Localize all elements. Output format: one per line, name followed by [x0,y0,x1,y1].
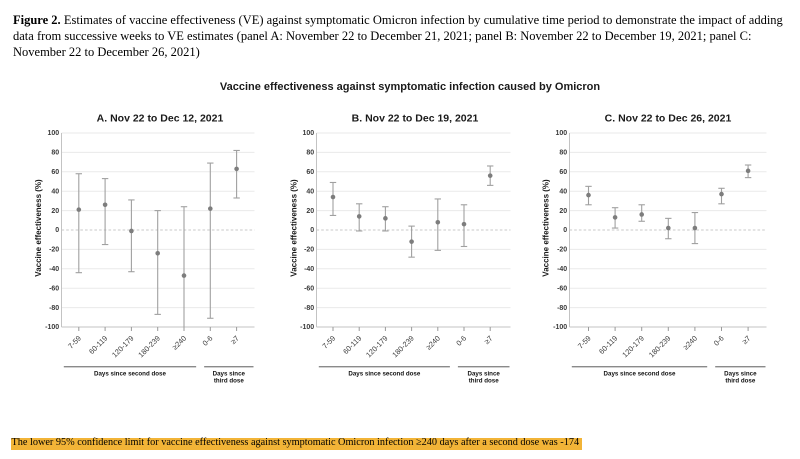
svg-text:40: 40 [51,188,59,195]
svg-text:Days since second dose: Days since second dose [604,371,676,378]
svg-text:60: 60 [559,169,567,176]
svg-text:-80: -80 [304,305,314,312]
svg-text:180-239: 180-239 [647,334,673,360]
svg-text:60-119: 60-119 [341,334,363,356]
svg-text:120-179: 120-179 [110,334,136,360]
svg-text:≥7: ≥7 [229,334,241,346]
svg-text:60-119: 60-119 [597,334,619,356]
svg-text:100: 100 [303,130,315,137]
svg-text:A. Nov 22 to Dec 12, 2021: A. Nov 22 to Dec 12, 2021 [97,113,224,125]
svg-text:-80: -80 [49,305,59,312]
svg-text:0: 0 [55,227,59,234]
svg-text:≥240: ≥240 [424,334,442,352]
svg-text:0-6: 0-6 [712,334,726,348]
svg-text:B. Nov 22 to Dec 19, 2021: B. Nov 22 to Dec 19, 2021 [352,113,479,125]
svg-text:20: 20 [51,208,59,215]
svg-text:third dose: third dose [469,378,499,385]
svg-text:Days since second dose: Days since second dose [348,371,420,378]
svg-text:20: 20 [559,208,567,215]
svg-text:80: 80 [51,150,59,157]
svg-text:7-59: 7-59 [66,334,83,351]
svg-text:-100: -100 [553,324,567,331]
svg-text:Vaccine effectiveness (%): Vaccine effectiveness (%) [542,179,551,277]
svg-text:100: 100 [48,130,60,137]
svg-text:≥240: ≥240 [170,334,188,352]
svg-text:0-6: 0-6 [454,334,468,348]
svg-text:80: 80 [306,150,314,157]
svg-text:180-239: 180-239 [136,334,162,360]
svg-text:Days since second dose: Days since second dose [94,371,166,378]
svg-text:Vaccine effectiveness (%): Vaccine effectiveness (%) [34,179,43,277]
svg-text:≥7: ≥7 [740,334,752,346]
svg-text:100: 100 [556,130,568,137]
svg-text:-60: -60 [304,285,314,292]
svg-text:-60: -60 [49,285,59,292]
svg-text:third dose: third dose [725,378,755,385]
svg-text:Days since: Days since [213,371,246,378]
svg-text:-20: -20 [304,247,314,254]
svg-text:Days since: Days since [724,371,757,378]
svg-text:20: 20 [306,208,314,215]
svg-text:Days since: Days since [468,371,501,378]
svg-text:0: 0 [563,227,567,234]
svg-text:-40: -40 [304,266,314,273]
svg-text:80: 80 [559,150,567,157]
svg-text:-80: -80 [557,305,567,312]
svg-text:-100: -100 [300,324,314,331]
svg-text:40: 40 [559,188,567,195]
svg-text:120-179: 120-179 [620,334,646,360]
svg-text:0: 0 [310,227,314,234]
svg-text:-20: -20 [49,247,59,254]
svg-text:C. Nov 22 to Dec 26, 2021: C. Nov 22 to Dec 26, 2021 [605,113,732,125]
svg-text:60-119: 60-119 [87,334,109,356]
svg-text:60: 60 [51,169,59,176]
svg-text:180-239: 180-239 [390,334,416,360]
svg-text:-60: -60 [557,285,567,292]
svg-text:-40: -40 [557,266,567,273]
svg-text:-40: -40 [49,266,59,273]
svg-text:Vaccine effectiveness (%): Vaccine effectiveness (%) [290,179,299,277]
svg-text:40: 40 [306,188,314,195]
svg-text:7-59: 7-59 [576,334,593,351]
svg-text:-20: -20 [557,247,567,254]
svg-text:third dose: third dose [214,378,244,385]
svg-text:0-6: 0-6 [201,334,215,348]
svg-text:≥240: ≥240 [681,334,699,352]
svg-text:-100: -100 [45,324,59,331]
svg-text:120-179: 120-179 [364,334,390,360]
svg-text:7-59: 7-59 [320,334,337,351]
svg-text:60: 60 [306,169,314,176]
svg-text:≥7: ≥7 [482,334,494,346]
